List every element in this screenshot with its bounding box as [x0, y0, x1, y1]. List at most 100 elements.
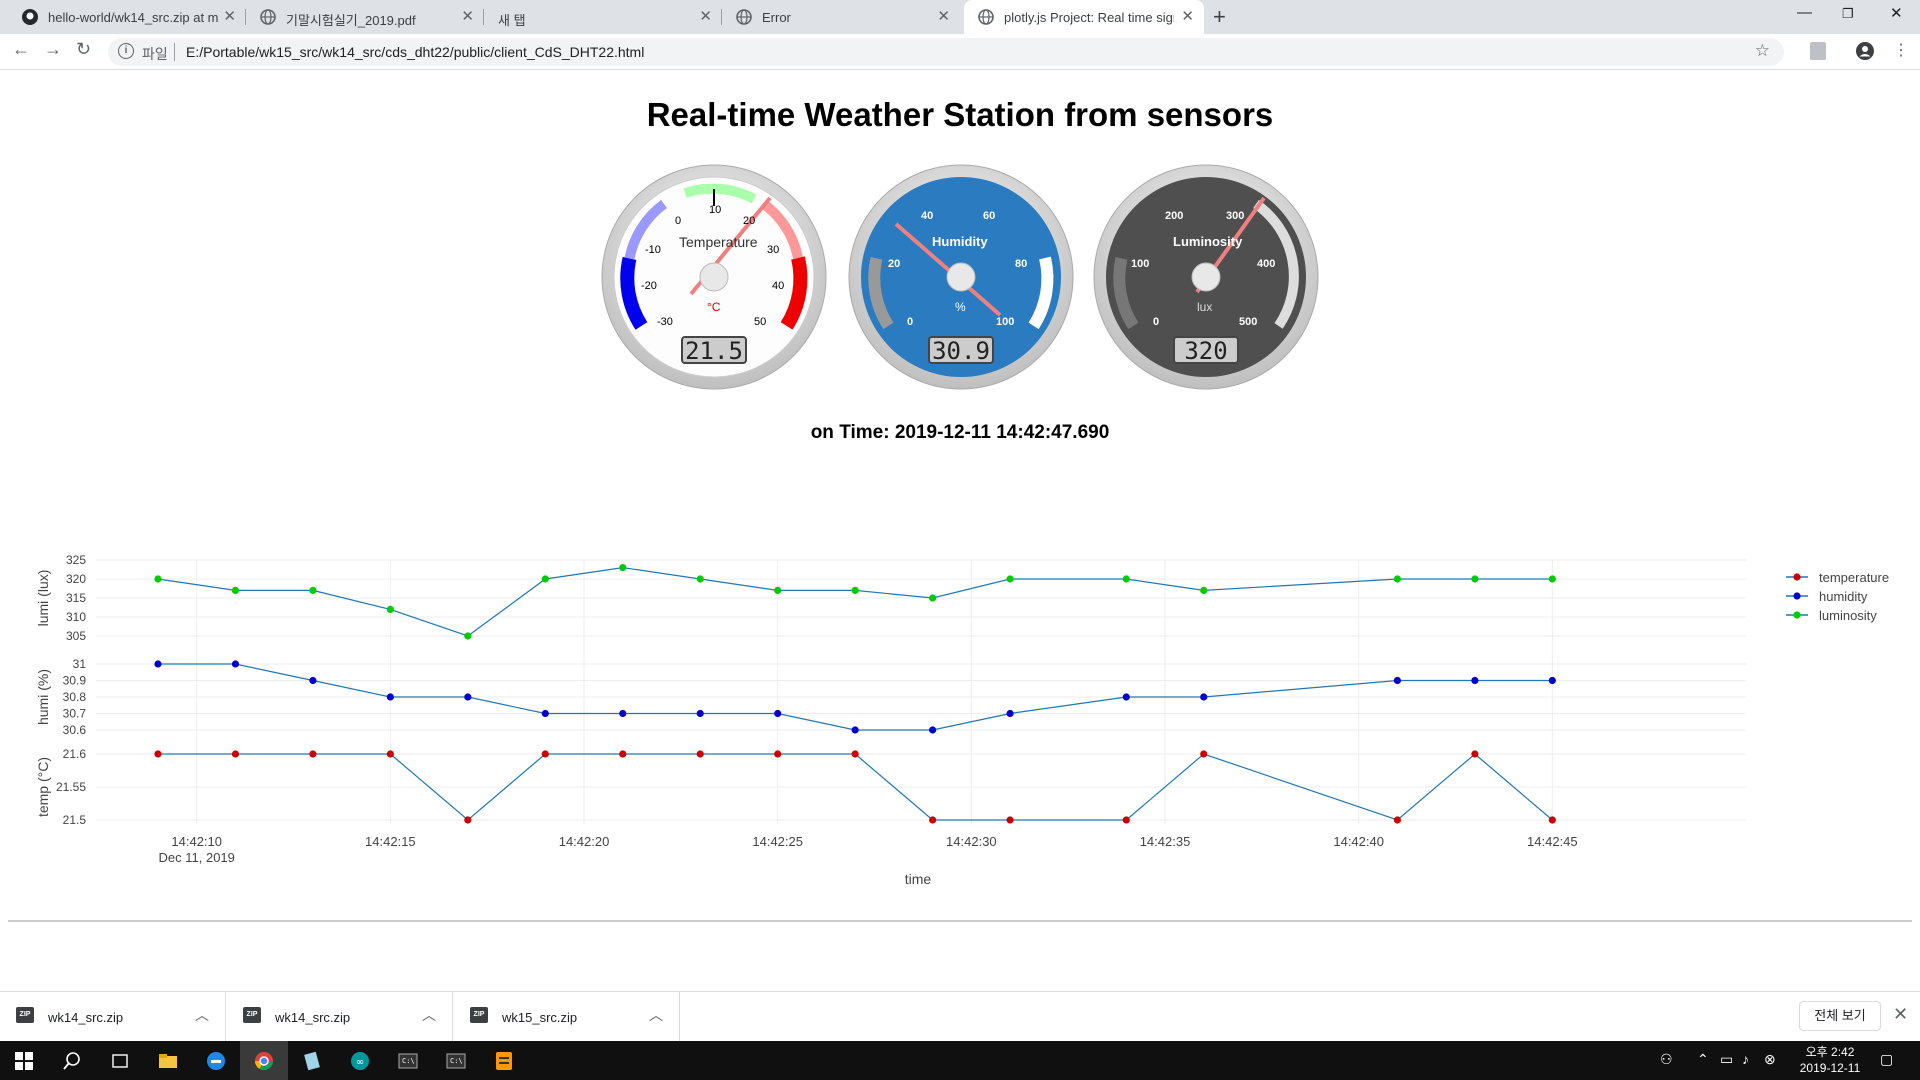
- taskbar-file-explorer[interactable]: [144, 1041, 192, 1080]
- gauge-unit: %: [955, 300, 966, 314]
- page-title: Real-time Weather Station from sensors: [646, 96, 1274, 133]
- tab-title: hello-world/wk14_src.zip at mas: [48, 10, 218, 25]
- gauge-tick: 200: [1165, 210, 1184, 222]
- chevron-up-icon[interactable]: ︿: [422, 1007, 436, 1023]
- restore-icon[interactable]: ❐: [1842, 6, 1854, 21]
- people-icon[interactable]: ⚇: [1660, 1051, 1673, 1067]
- y-tick-label: 30.7: [63, 707, 87, 721]
- close-tab-icon[interactable]: ✕: [937, 8, 950, 25]
- data-point-luminosity: [1548, 575, 1556, 583]
- gauge-tick: 50: [754, 316, 767, 328]
- task-view-button[interactable]: [96, 1041, 144, 1080]
- x-tick-label: 14:42:15: [365, 834, 416, 849]
- close-downloads-icon[interactable]: ✕: [1893, 1004, 1909, 1024]
- gauge-tick: 10: [709, 204, 722, 216]
- data-point-humidity: [541, 709, 549, 718]
- tab-title: 기말시험실기_2019.pdf: [286, 13, 416, 28]
- data-point-humidity: [1006, 709, 1014, 718]
- chrome-icon: [255, 1052, 273, 1071]
- tab-plotly-active[interactable]: plotly.js Project: Real time signa ✕: [964, 0, 1204, 34]
- tab-new[interactable]: 새 탭 ✕: [484, 0, 722, 34]
- gauge-unit: lux: [1197, 300, 1213, 314]
- tab-title: plotly.js Project: Real time signa: [1004, 10, 1174, 25]
- menu-kebab-icon[interactable]: ⋮: [1893, 42, 1909, 59]
- back-icon[interactable]: ←: [12, 39, 30, 59]
- close-tab-icon[interactable]: ✕: [699, 8, 712, 25]
- taskbar-terminal-2[interactable]: C:\: [432, 1041, 480, 1080]
- tab-title: 새 탭: [498, 13, 526, 28]
- sensor-line-chart[interactable]: 14:42:10 14:42:15 14:42:20 14:42:25 14:42:30…: [0, 540, 1920, 900]
- chevron-up-icon[interactable]: ︿: [195, 1007, 209, 1023]
- tab-error[interactable]: Error ✕: [722, 0, 960, 34]
- gauge-title: Luminosity: [1173, 234, 1243, 249]
- data-point-temperature: [386, 750, 394, 758]
- close-tab-icon[interactable]: ✕: [223, 8, 236, 25]
- chart-points: [154, 564, 1556, 824]
- start-button[interactable]: [0, 1041, 48, 1080]
- series-line-luminosity: [157, 566, 1553, 637]
- x-tick-label: 14:42:25: [752, 834, 803, 849]
- gauge-tick: 20: [888, 258, 901, 270]
- task-view-icon: [112, 1054, 128, 1068]
- address-divider: [174, 43, 175, 61]
- notepad-icon: [304, 1051, 320, 1071]
- reload-icon[interactable]: ↻: [76, 39, 92, 59]
- x-tick-label: 14:42:35: [1140, 834, 1191, 849]
- temperature-gauge: Temperature °C -30 -20 -10 0 10 20 30 40…: [601, 164, 827, 390]
- taskbar-arduino[interactable]: ∞: [336, 1041, 384, 1080]
- forward-icon[interactable]: →: [44, 39, 62, 59]
- antivirus-icon[interactable]: ⊗: [1764, 1051, 1776, 1067]
- chevron-up-icon[interactable]: ⌃: [1697, 1051, 1709, 1067]
- address-bar[interactable]: i 파일 E:/Portable/wk15_src/wk14_src/cds_d…: [108, 38, 1784, 66]
- tab-pdf[interactable]: 기말시험실기_2019.pdf ✕: [246, 0, 484, 34]
- svg-text:C:\: C:\: [402, 1057, 415, 1065]
- y-tick-label: 30.8: [63, 690, 87, 704]
- taskbar-chrome[interactable]: [240, 1041, 288, 1080]
- taskbar-sublime[interactable]: [480, 1041, 528, 1080]
- new-tab-button[interactable]: +: [1213, 4, 1226, 29]
- chevron-up-icon[interactable]: ︿: [649, 1007, 663, 1023]
- data-point-luminosity: [1200, 586, 1208, 594]
- gauge-tick: 0: [1153, 316, 1160, 328]
- download-item[interactable]: ZIP wk14_src.zip ︿: [227, 992, 453, 1042]
- taskbar-app-notepad[interactable]: [288, 1041, 336, 1080]
- volume-icon[interactable]: ♪: [1742, 1051, 1749, 1067]
- bookmark-star-icon[interactable]: ☆: [1754, 41, 1770, 60]
- data-point-humidity: [231, 660, 240, 668]
- close-window-icon[interactable]: ✕: [1890, 5, 1903, 22]
- notification-icon[interactable]: ▢: [1880, 1051, 1894, 1067]
- gauge-value: 21.5: [685, 337, 743, 365]
- gauge-title: Humidity: [932, 234, 988, 249]
- data-point-luminosity: [696, 575, 704, 583]
- close-tab-icon[interactable]: ✕: [1181, 8, 1194, 25]
- taskbar-terminal-1[interactable]: C:\: [384, 1041, 432, 1080]
- data-point-luminosity: [154, 575, 162, 583]
- search-icon: [63, 1052, 80, 1070]
- gauge-value: 30.9: [932, 337, 990, 365]
- legend-marker: [1793, 573, 1801, 581]
- network-icon[interactable]: ▭: [1720, 1051, 1734, 1067]
- arduino-icon: ∞: [351, 1052, 369, 1070]
- minimize-icon[interactable]: —: [1797, 4, 1812, 21]
- luminosity-gauge: Luminosity lux 0 100 200 300 400 500 320: [1093, 164, 1319, 390]
- close-tab-icon[interactable]: ✕: [461, 8, 474, 25]
- profile-icon[interactable]: [1856, 42, 1874, 60]
- legend-label: luminosity: [1819, 608, 1877, 623]
- taskbar-edge[interactable]: [192, 1041, 240, 1080]
- tab-github[interactable]: hello-world/wk14_src.zip at mas ✕: [8, 0, 246, 34]
- info-icon[interactable]: i: [118, 43, 134, 59]
- download-item[interactable]: ZIP wk14_src.zip ︿: [0, 992, 226, 1042]
- terminal-icon: C:\: [446, 1053, 466, 1069]
- y-tick-label: 315: [66, 591, 86, 605]
- gauge-tick: 80: [1015, 258, 1028, 270]
- gauge-value-box: 21.5: [681, 336, 747, 365]
- data-point-temperature: [619, 750, 627, 758]
- taskbar-clock[interactable]: 오후 2:42 2019-12-11: [1785, 1044, 1875, 1076]
- data-point-luminosity: [619, 564, 627, 572]
- data-point-humidity: [1548, 676, 1556, 685]
- download-filename: wk14_src.zip: [48, 1010, 124, 1025]
- search-button[interactable]: [48, 1041, 96, 1080]
- show-all-downloads-button[interactable]: 전체 보기: [1799, 1001, 1881, 1031]
- extension-icon[interactable]: [1810, 42, 1826, 60]
- download-item[interactable]: ZIP wk15_src.zip ︿: [454, 992, 680, 1042]
